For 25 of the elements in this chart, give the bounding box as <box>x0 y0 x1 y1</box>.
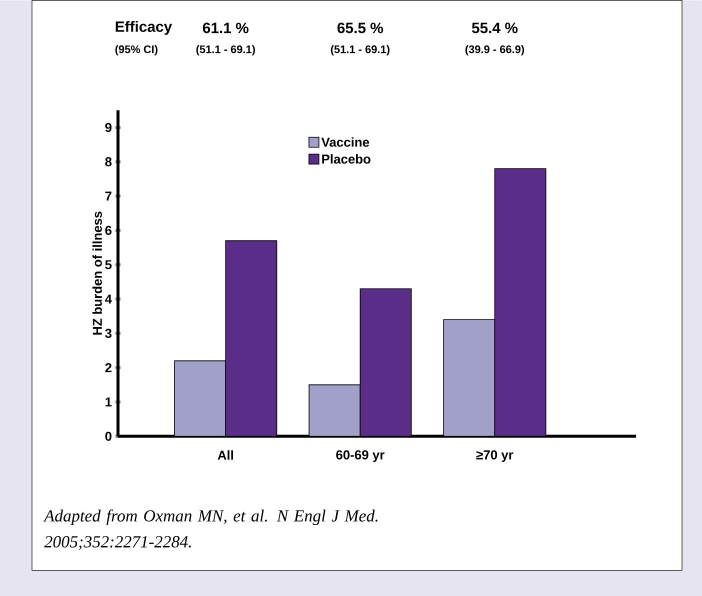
y-tick-label: 2 <box>105 362 112 372</box>
y-axis-title: HZ burden of illness <box>92 211 102 335</box>
text: 55.4 % <box>472 22 518 34</box>
text: (51.1 - 69.1) <box>196 44 255 56</box>
text: 61.1 % <box>202 22 248 34</box>
y-tick-label: 8 <box>105 157 112 166</box>
text: (39.9 - 66.9) <box>465 44 524 56</box>
y-tick-label: 5 <box>105 260 112 270</box>
y-tick-label: 0 <box>105 432 112 441</box>
y-tick-label: 1 <box>106 397 112 406</box>
text: Adapted from Oxman MN, et al. N Engl J Med. 2005;352:2271-2284. <box>43 509 378 550</box>
y-tick-label: 7 <box>105 191 112 200</box>
y-tick-label: 6 <box>105 226 112 235</box>
y-tick-label: 9 <box>105 122 112 132</box>
y-tick-label: 3 <box>105 328 112 338</box>
text: (51.1 - 69.1) <box>330 44 390 56</box>
text: (95% CI) <box>115 44 158 56</box>
legend-label: Placebo <box>322 154 370 164</box>
y-tick-label: 4 <box>104 294 112 304</box>
legend-label: Vaccine <box>321 137 370 147</box>
text: 65.5 % <box>337 22 384 34</box>
x-tick-label: 60-69 yr <box>336 450 384 462</box>
x-tick-label: All <box>218 450 234 460</box>
text: Efficacy <box>116 20 172 35</box>
x-tick-label: ≥70 yr <box>476 450 514 462</box>
